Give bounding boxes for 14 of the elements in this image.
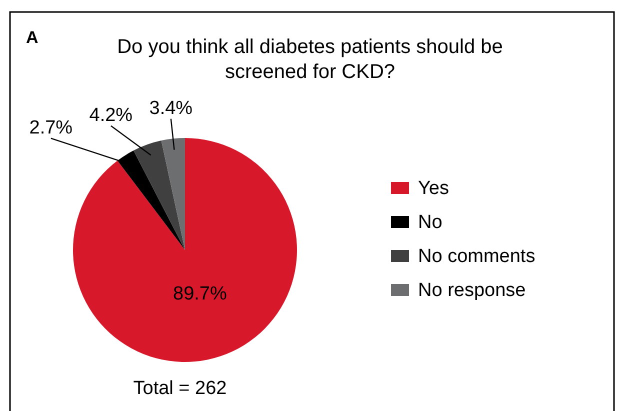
legend-label: No [418,212,442,233]
data-label: 2.7% [29,117,73,138]
data-label: 4.2% [89,104,133,126]
legend-label: No response [418,280,526,301]
pie-slice [73,138,297,362]
text: A [26,28,38,47]
legend-label: Yes [418,178,449,199]
legend-label: No comments [418,246,536,267]
chart-title: Do you think all diabetes patients should be screened for CKD? [117,36,503,83]
pie-slice [134,140,185,250]
pie-slice [161,138,185,250]
data-label: 89.7% [173,284,227,305]
text: Total = 262 [133,378,227,399]
data-label: 3.4% [149,98,193,119]
